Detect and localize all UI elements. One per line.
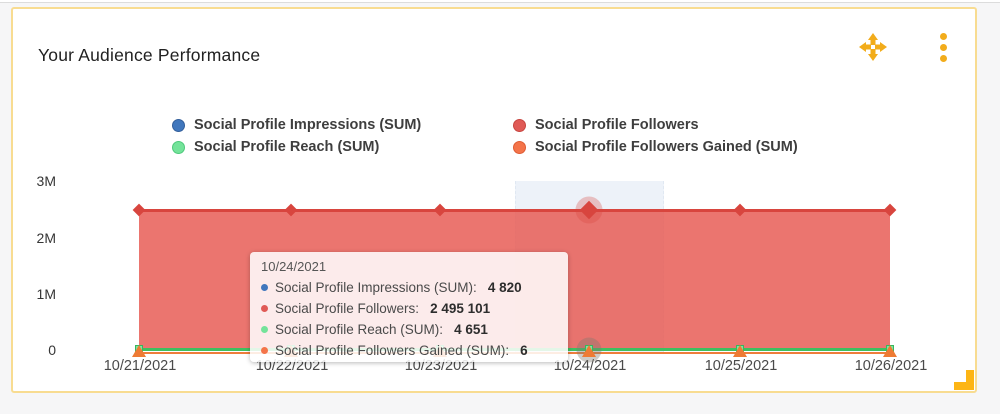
chart-tooltip: 10/24/2021 Social Profile Impressions (S… xyxy=(250,252,568,362)
tooltip-row-impressions: Social Profile Impressions (SUM): 4 820 xyxy=(261,277,557,298)
kebab-dot xyxy=(939,32,947,40)
legend-dot-blue xyxy=(172,118,185,132)
move-icon xyxy=(859,33,887,61)
y-tick-2m: 2M xyxy=(36,230,56,246)
tooltip-label: Social Profile Impressions (SUM): xyxy=(275,280,477,295)
tooltip-dot-red xyxy=(261,305,268,312)
x-tick-10-22: 10/22/2021 xyxy=(255,358,329,374)
tooltip-row-followers-gained: Social Profile Followers Gained (SUM): 6 xyxy=(261,340,557,361)
legend-item-reach[interactable]: Social Profile Reach (SUM) xyxy=(172,139,379,155)
tooltip-dot-blue xyxy=(261,284,268,291)
legend-label: Social Profile Impressions (SUM) xyxy=(194,117,422,133)
followers-line xyxy=(139,208,890,212)
tooltip-label: Social Profile Followers: xyxy=(275,301,420,316)
top-divider xyxy=(0,0,1000,3)
y-tick-3m: 3M xyxy=(36,173,56,189)
legend-dot-green xyxy=(172,140,185,154)
legend-item-followers[interactable]: Social Profile Followers xyxy=(513,117,699,133)
widget-menu-button[interactable] xyxy=(928,32,958,62)
widget-title: Your Audience Performance xyxy=(38,45,261,65)
tooltip-label: Social Profile Followers Gained (SUM): xyxy=(275,343,510,358)
tooltip-value: 4 651 xyxy=(454,322,488,337)
legend-label: Social Profile Reach (SUM) xyxy=(194,139,380,155)
kebab-dot xyxy=(939,43,947,51)
x-tick-10-26: 10/26/2021 xyxy=(854,358,928,374)
gained-point-10-25[interactable] xyxy=(733,345,747,357)
x-tick-10-23: 10/23/2021 xyxy=(404,358,478,374)
y-tick-1m: 1M xyxy=(36,286,56,302)
legend-dot-red xyxy=(513,118,526,132)
x-tick-10-25: 10/25/2021 xyxy=(704,358,778,374)
area-chart-plot: 3M 2M 1M 0 xyxy=(13,169,979,395)
tooltip-value: 6 xyxy=(520,343,528,358)
tooltip-row-reach: Social Profile Reach (SUM): 4 651 xyxy=(261,319,557,340)
tooltip-label: Social Profile Reach (SUM): xyxy=(275,322,444,337)
move-widget-button[interactable] xyxy=(858,32,888,62)
gained-point-10-24[interactable] xyxy=(582,345,596,357)
tooltip-row-followers: Social Profile Followers: 2 495 101 xyxy=(261,298,557,319)
legend-label: Social Profile Followers xyxy=(535,117,699,133)
tooltip-dot-green xyxy=(261,326,268,333)
legend-item-followers-gained[interactable]: Social Profile Followers Gained (SUM) xyxy=(513,139,798,155)
gained-point-10-21[interactable] xyxy=(132,345,146,357)
x-tick-10-24: 10/24/2021 xyxy=(553,358,627,374)
tooltip-value: 2 495 101 xyxy=(430,301,491,316)
x-tick-10-21: 10/21/2021 xyxy=(103,358,177,374)
audience-performance-widget: Your Audience Performance Social Profile… xyxy=(11,7,977,393)
kebab-dot xyxy=(939,54,947,62)
tooltip-date: 10/24/2021 xyxy=(261,259,327,274)
legend-label: Social Profile Followers Gained (SUM) xyxy=(535,139,798,155)
y-tick-0: 0 xyxy=(48,342,56,358)
resize-handle[interactable] xyxy=(954,370,974,390)
gained-point-10-26[interactable] xyxy=(883,345,897,357)
legend-item-impressions[interactable]: Social Profile Impressions (SUM) xyxy=(172,117,421,133)
tooltip-dot-orange xyxy=(261,347,268,354)
tooltip-value: 4 820 xyxy=(487,280,522,295)
legend-dot-orange xyxy=(513,140,526,154)
